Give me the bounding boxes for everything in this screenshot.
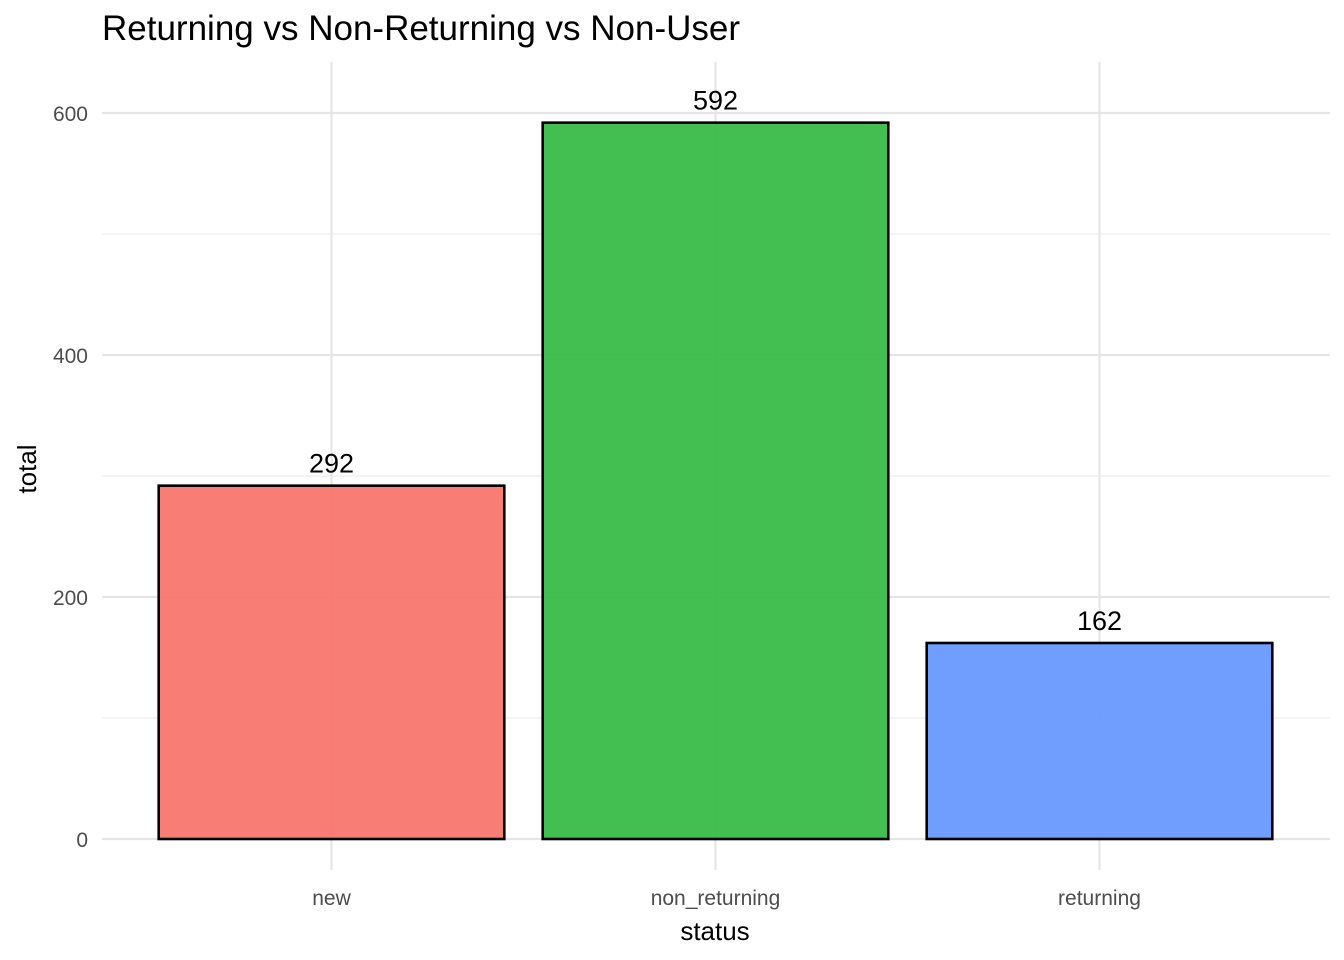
x-axis-title: status: [680, 916, 749, 946]
x-tick-label: returning: [1058, 887, 1141, 910]
data-label-returning: 162: [1077, 606, 1122, 636]
bars: [157, 121, 1274, 841]
y-axis-title: total: [12, 444, 42, 493]
x-tick-label: new: [312, 887, 351, 910]
chart-title: Returning vs Non-Returning vs Non-User: [102, 9, 740, 48]
y-tick-label: 600: [53, 103, 88, 126]
x-tick-label: non_returning: [651, 887, 781, 910]
y-tick-label: 200: [53, 587, 88, 610]
data-labels: 292 592 162: [309, 86, 1122, 636]
bar-returning: [925, 641, 1274, 841]
data-label-non_returning: 592: [693, 86, 738, 116]
bar-new: [157, 484, 506, 841]
y-tick-label: 400: [53, 345, 88, 368]
data-label-new: 292: [309, 449, 354, 479]
y-axis-ticks: 0 200 400 600: [53, 103, 88, 852]
x-axis-ticks: new non_returning returning: [312, 887, 1141, 910]
y-tick-label: 0: [76, 829, 88, 852]
bar-non_returning: [541, 121, 890, 841]
